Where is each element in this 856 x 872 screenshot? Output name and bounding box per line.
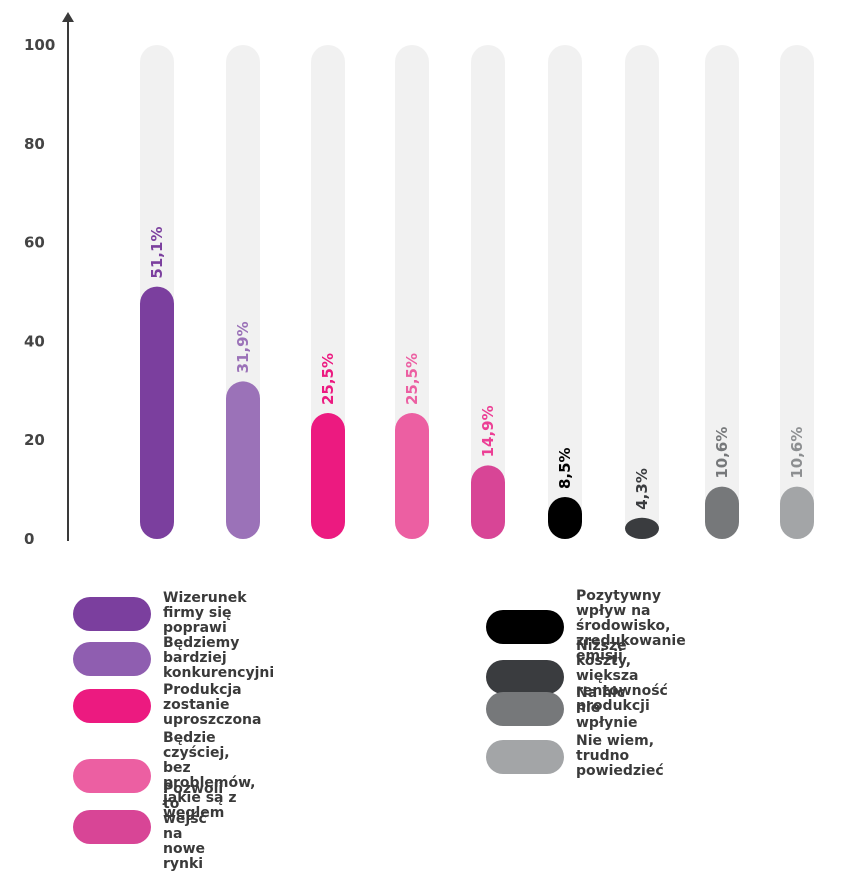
value-label: 10,6%	[788, 427, 806, 479]
bar	[311, 413, 345, 539]
legend-label: Produkcja zostanie uproszczona	[163, 682, 262, 728]
bar	[471, 465, 505, 539]
y-tick-label: 100	[24, 36, 55, 54]
legend-item: Będzie czyściej, bez problemów, jakie są…	[73, 731, 255, 821]
bar-track	[625, 45, 659, 539]
legend-item: Pozytywny wpływ na środowisko, zredukowa…	[486, 589, 686, 664]
bar	[226, 381, 260, 539]
legend-label: Wizerunek firmy się poprawi	[163, 590, 247, 636]
legend-label: Będziemy bardziej konkurencyjni	[163, 635, 275, 681]
legend-swatch	[486, 691, 564, 726]
bar	[625, 517, 659, 539]
bar-track	[705, 45, 739, 539]
value-label: 25,5%	[319, 353, 337, 405]
legend-item: Niższe koszty, większa rentowność produk…	[486, 639, 668, 714]
bar	[395, 413, 429, 539]
value-label: 14,9%	[479, 405, 497, 457]
legend-swatch	[73, 759, 151, 793]
legend-swatch	[486, 739, 564, 774]
y-tick-label: 40	[24, 332, 45, 350]
bar	[140, 286, 174, 539]
legend-swatch	[73, 641, 151, 676]
value-label: 4,3%	[633, 468, 651, 510]
legend-label: Nie wiem, trudno powiedzieć	[576, 733, 664, 779]
legend-label: Na nic nie wpłynie	[576, 685, 638, 731]
y-tick-label: 20	[24, 431, 45, 449]
legend-label: Niższe koszty, większa rentowność produk…	[576, 638, 668, 714]
y-tick-label: 0	[24, 530, 34, 548]
legend-label: Pozwoli to wejść na nowe rynki	[163, 781, 224, 872]
legend-swatch	[486, 659, 564, 694]
legend-swatch	[486, 609, 564, 644]
legend-label: Pozytywny wpływ na środowisko, zredukowa…	[576, 588, 686, 664]
y-axis-arrow	[62, 12, 74, 22]
legend-item: Będziemy bardziej konkurencyjni	[73, 636, 274, 681]
bar	[548, 497, 582, 539]
legend-label: Będzie czyściej, bez problemów, jakie są…	[163, 730, 256, 821]
bar-chart: 0 20 40 60 80 100 51,1% 31,9% 25,5% 25,5% 14,9% 8,5…	[24, 12, 814, 548]
legend-swatch	[73, 688, 151, 723]
legend-swatch	[73, 810, 151, 844]
value-label: 51,1%	[148, 227, 166, 279]
bar-track	[780, 45, 814, 539]
value-label: 8,5%	[556, 447, 574, 489]
legend-swatch	[73, 596, 151, 631]
value-label: 31,9%	[234, 321, 252, 373]
value-label: 25,5%	[403, 353, 421, 405]
bar-track	[471, 45, 505, 539]
bar	[705, 486, 739, 539]
legend-item: Wizerunek firmy się poprawi	[73, 591, 247, 636]
legend-item: Produkcja zostanie uproszczona	[73, 683, 261, 728]
value-label: 10,6%	[713, 427, 731, 479]
y-tick-label: 60	[24, 234, 45, 252]
legend-item: Nie wiem, trudno powiedzieć	[486, 734, 664, 779]
y-tick-label: 80	[24, 135, 45, 153]
legend-item: Pozwoli to wejść na nowe rynki	[73, 782, 223, 872]
legend-item: Na nic nie wpłynie	[486, 686, 638, 731]
bar-track	[548, 45, 582, 539]
bar	[780, 486, 814, 539]
